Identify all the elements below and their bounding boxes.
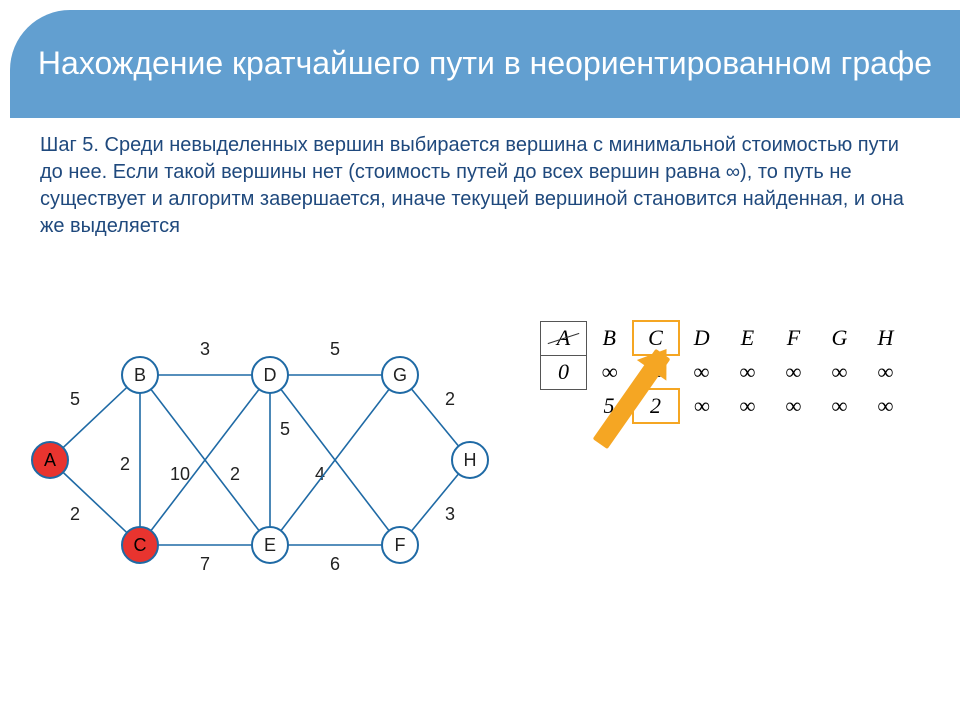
table-header-h: H xyxy=(863,321,909,355)
table-header-f: F xyxy=(771,321,817,355)
svg-text:2: 2 xyxy=(70,504,80,524)
table-cell: ∞ xyxy=(863,389,909,423)
svg-text:2: 2 xyxy=(230,464,240,484)
svg-text:C: C xyxy=(134,535,147,555)
svg-text:5: 5 xyxy=(70,389,80,409)
table-header-a: A xyxy=(541,321,587,355)
table-cell: ∞ xyxy=(817,355,863,389)
svg-text:3: 3 xyxy=(445,504,455,524)
svg-text:H: H xyxy=(464,450,477,470)
table-cell: ∞ xyxy=(771,355,817,389)
svg-text:B: B xyxy=(134,365,146,385)
table-cell: ∞ xyxy=(725,355,771,389)
svg-text:F: F xyxy=(395,535,406,555)
table-cell: ∞ xyxy=(863,355,909,389)
svg-text:E: E xyxy=(264,535,276,555)
svg-text:5: 5 xyxy=(280,419,290,439)
svg-text:2: 2 xyxy=(120,454,130,474)
svg-text:7: 7 xyxy=(200,554,210,574)
distance-table: ABCDEFGH0∞∞∞∞∞∞∞52∞∞∞∞∞ xyxy=(540,320,940,424)
svg-text:G: G xyxy=(393,365,407,385)
svg-text:3: 3 xyxy=(200,339,210,359)
table-cell: ∞ xyxy=(771,389,817,423)
graph-diagram: 52231027554623ABCDEGFH xyxy=(20,320,500,600)
title-banner: Нахождение кратчайшего пути в неориентир… xyxy=(10,10,960,118)
svg-text:A: A xyxy=(44,450,56,470)
table-header-g: G xyxy=(817,321,863,355)
svg-text:D: D xyxy=(264,365,277,385)
table-header-b: B xyxy=(587,321,633,355)
table-header-e: E xyxy=(725,321,771,355)
table-cell: ∞ xyxy=(679,355,725,389)
step-description: Шаг 5. Среди невыделенных вершин выбирае… xyxy=(40,132,920,240)
table-header-d: D xyxy=(679,321,725,355)
table-cell xyxy=(541,389,587,423)
table-cell: 0 xyxy=(541,355,587,389)
svg-text:2: 2 xyxy=(445,389,455,409)
table-cell: ∞ xyxy=(679,389,725,423)
svg-text:6: 6 xyxy=(330,554,340,574)
table-cell: ∞ xyxy=(725,389,771,423)
page-title: Нахождение кратчайшего пути в неориентир… xyxy=(38,43,932,85)
svg-text:10: 10 xyxy=(170,464,190,484)
table-cell: ∞ xyxy=(587,355,633,389)
table-cell: ∞ xyxy=(817,389,863,423)
svg-text:5: 5 xyxy=(330,339,340,359)
